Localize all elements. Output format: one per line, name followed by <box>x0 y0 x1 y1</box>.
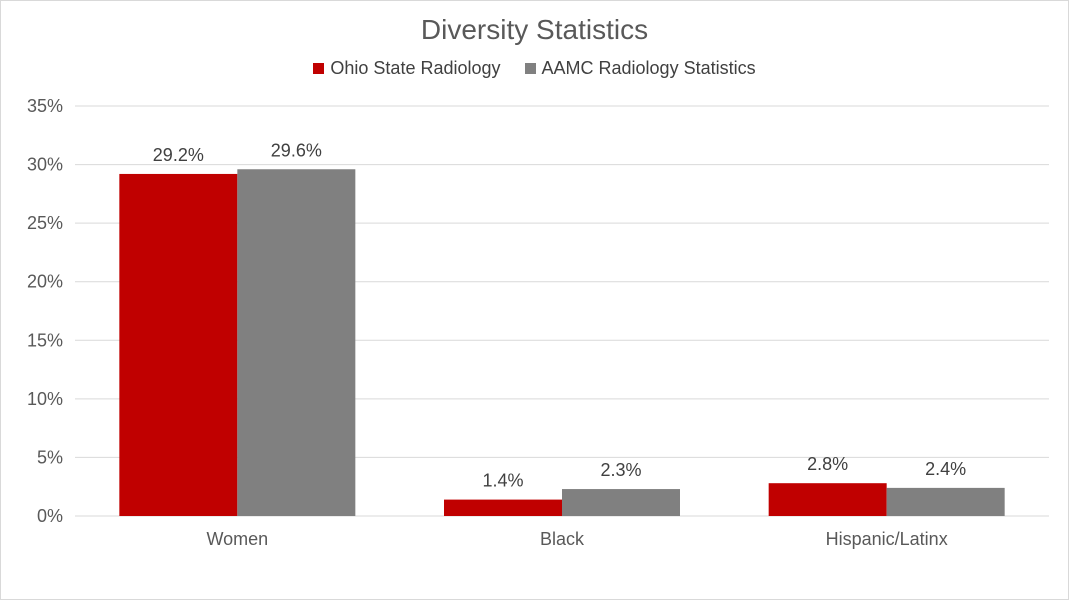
y-tick-label: 5% <box>37 447 63 467</box>
bar <box>444 499 562 516</box>
y-tick-label: 30% <box>27 155 63 175</box>
legend-label-aamc: AAMC Radiology Statistics <box>541 58 756 78</box>
bar <box>237 169 356 516</box>
legend-label-ohio-state: Ohio State Radiology <box>330 58 501 78</box>
data-label: 1.4% <box>482 471 523 491</box>
y-tick-label: 35% <box>27 96 63 116</box>
chart-title: Diversity Statistics <box>420 14 649 45</box>
bar <box>562 489 680 516</box>
legend-swatch-ohio-state <box>313 63 325 74</box>
legend-item-aamc: AAMC Radiology Statistics <box>524 58 756 79</box>
x-tick-label: Black <box>540 529 585 549</box>
x-tick-label: Hispanic/Latinx <box>826 529 948 549</box>
x-tick-label: Women <box>206 529 268 549</box>
data-label: 2.4% <box>925 459 966 479</box>
legend-swatch-aamc <box>524 63 536 74</box>
data-label: 2.8% <box>807 454 848 474</box>
y-tick-label: 10% <box>27 389 63 409</box>
legend-item-ohio-state: Ohio State Radiology <box>313 58 501 79</box>
data-label: 29.2% <box>153 145 204 165</box>
bar <box>119 173 238 516</box>
legend: Ohio State Radiology AAMC Radiology Stat… <box>0 58 1069 79</box>
bar <box>768 483 887 516</box>
y-tick-label: 15% <box>27 330 63 350</box>
y-tick-label: 0% <box>37 506 63 526</box>
bar <box>886 487 1005 516</box>
data-label: 29.6% <box>271 140 322 160</box>
y-tick-label: 20% <box>27 272 63 292</box>
y-tick-label: 25% <box>27 213 63 233</box>
data-label: 2.3% <box>600 460 641 480</box>
